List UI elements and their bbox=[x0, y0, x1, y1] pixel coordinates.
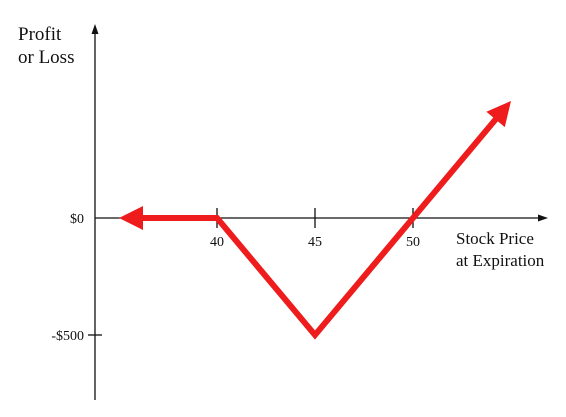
ticks-layer: 40 45 50 $0 -$500 bbox=[51, 208, 420, 344]
y-axis-arrowhead bbox=[91, 24, 99, 34]
axes-layer bbox=[91, 24, 548, 400]
payoff-arrowhead-right bbox=[486, 101, 511, 128]
series-layer bbox=[118, 100, 512, 340]
x-axis-label-line-2: at Expiration bbox=[456, 251, 545, 270]
x-axis-label-line-1: Stock Price bbox=[456, 229, 534, 248]
y-tick-label-0: $0 bbox=[70, 212, 84, 227]
y-axis-label-line-2: or Loss bbox=[18, 47, 74, 68]
payoff-arrowhead-left bbox=[119, 206, 143, 230]
y-tick-label-1: -$500 bbox=[51, 329, 84, 344]
y-axis-label-line-1: Profit bbox=[18, 24, 62, 45]
x-tick-label-50: 50 bbox=[406, 235, 420, 250]
x-axis-arrowhead bbox=[538, 214, 548, 222]
x-tick-label-45: 45 bbox=[308, 235, 322, 250]
x-tick-label-40: 40 bbox=[210, 235, 224, 250]
payoff-line bbox=[141, 115, 500, 340]
